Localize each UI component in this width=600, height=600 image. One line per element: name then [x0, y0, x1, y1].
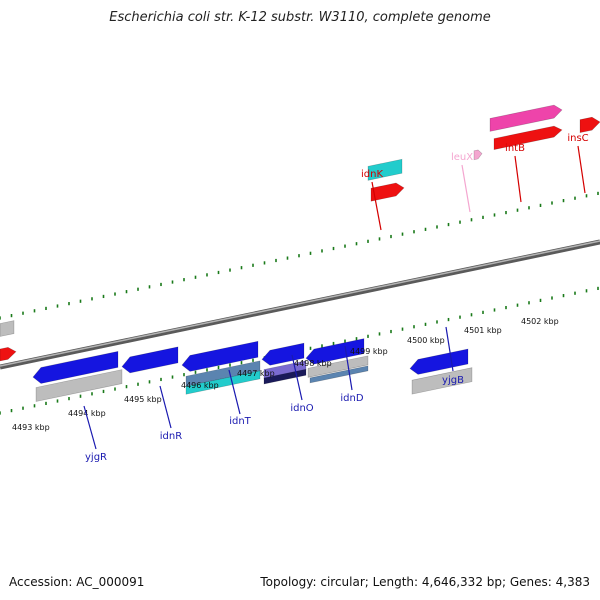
kbp-position-label: 4497 kbp: [237, 369, 275, 378]
leuX-small-arrow: [473, 149, 483, 161]
idnR-leader-line: [159, 385, 172, 429]
gene-label-yjgB[interactable]: yjgB: [442, 375, 464, 386]
kbp-position-label: 4495 kbp: [124, 395, 162, 404]
idnR-blue-arrow: [121, 346, 179, 374]
idnT-cyan-block: [185, 370, 261, 395]
idnD-blue-arrow: [305, 338, 365, 365]
insC-red-arrow: [579, 116, 600, 134]
kbp-position-label: 4500 kbp: [407, 336, 445, 345]
gene-label-intB[interactable]: intB: [505, 143, 525, 154]
kbp-position-label: 4496 kbp: [181, 381, 219, 390]
gene-label-idnT[interactable]: idnT: [229, 416, 251, 427]
idnT-blue-arrow: [181, 340, 259, 372]
left-edge-red-arrow: [0, 347, 17, 362]
intB-red-arrow: [493, 125, 563, 150]
kbp-position-label: 4494 kbp: [68, 409, 106, 418]
kbp-position-label: 4499 kbp: [350, 347, 388, 356]
tick-layer: [0, 191, 599, 415]
gene-label-yjgR[interactable]: yjgR: [85, 452, 107, 463]
gene-label-idnR[interactable]: idnR: [160, 431, 182, 442]
idnT-leader-line: [228, 369, 241, 415]
feature-layer: [0, 104, 600, 402]
yjgB-blue-arrow: [409, 348, 469, 375]
gene-label-idnK[interactable]: idnK: [361, 169, 383, 180]
label-layer: 4493 kbp 4494 kbp 4495 kbp 4496 kbp 4497 kbp…: [12, 133, 589, 463]
idnD-leader-line: [344, 345, 353, 391]
yjgB-leader-line: [445, 326, 454, 372]
yjgR-gray-block: [35, 369, 123, 402]
accession-text: Accession: AC_000091: [9, 575, 145, 589]
gene-label-insC[interactable]: insC: [567, 133, 588, 144]
kbp-position-label: 4501 kbp: [464, 326, 502, 335]
intB-pink-arrow: [489, 104, 563, 132]
idnK-cyan-block: [367, 158, 403, 181]
idnD-gray-block: [307, 355, 369, 378]
idnK-leader-line: [371, 181, 382, 231]
topology-text: Topology: circular; Length: 4,646,332 bp…: [260, 575, 590, 589]
gene-label-idnD[interactable]: idnD: [340, 393, 363, 404]
gene-label-leuX[interactable]: leuX: [451, 152, 473, 163]
kbp-position-label: 4502 kbp: [521, 317, 559, 326]
kbp-position-label: 4498 kbp: [294, 359, 332, 368]
intB-leader-line: [514, 155, 522, 203]
idnO-leader-line: [291, 354, 303, 401]
left-edge-gray-block: [0, 320, 15, 337]
idnK-red-arrow: [370, 182, 405, 202]
backbone-line: [0, 239, 600, 370]
leuX-leader-line: [461, 164, 471, 213]
yjgR-blue-arrow: [32, 351, 119, 384]
backbone-layer: [0, 239, 600, 370]
yjgR-leader-line: [83, 405, 97, 450]
gene-label-idnO[interactable]: idnO: [290, 403, 313, 414]
yjgB-gray-block: [411, 367, 473, 395]
backbone-highlight: [0, 240, 600, 367]
insC-leader-line: [577, 145, 586, 194]
kbp-position-label: 4493 kbp: [12, 423, 50, 432]
genome-title: Escherichia coli str. K-12 substr. W3110…: [109, 10, 491, 25]
